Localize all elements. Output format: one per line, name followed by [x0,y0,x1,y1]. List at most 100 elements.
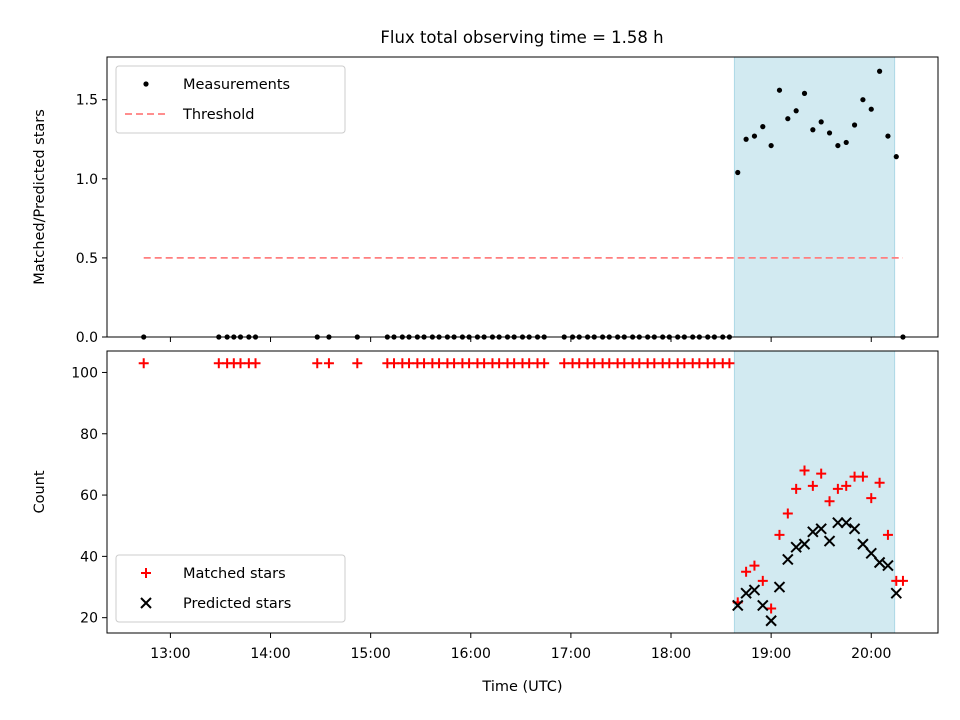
legend-box [115,554,346,623]
matched-star-marker [479,358,490,369]
axes-frame [106,56,939,338]
predicted-star-marker [848,523,861,535]
matched-star-marker [494,358,505,369]
matched-star-marker [816,468,827,479]
measurement-point [793,108,799,114]
predicted-star-marker [748,584,761,596]
y-tick-label: 80 [80,427,98,443]
legend-label: Matched stars [183,566,286,582]
measurement-point [751,133,758,139]
chart-title: Flux total observing time = 1.58 h [380,28,663,47]
matched-star-marker [619,358,630,369]
predicted-star-marker [790,541,802,553]
measurement-point [893,154,899,160]
ratio-panel: 0.0 0.5 1.0 1.5 Matched/Predicted stars Measu… [32,56,939,346]
predicted-star-marker [757,599,769,612]
matched-star-marker [866,493,877,504]
matched-star-marker [799,465,810,476]
measurement-point [735,169,741,176]
matched-star-marker [766,603,777,614]
y-tick-label: 1.0 [76,172,98,188]
x-tick-label: 17:00 [551,646,591,662]
measurement-point [843,139,849,146]
predicted-star-marker [857,538,869,550]
legend: Matched stars Predicted stars [115,554,346,623]
matched-star-marker [741,566,752,577]
matched-star-marker [235,358,246,369]
legend-label: Predicted stars [183,596,291,612]
matched-star-marker [724,358,735,369]
matched-star-marker [849,471,860,482]
legend-predicted-marker [140,597,152,609]
matched-star-marker [634,358,645,369]
predicted-star-marker [865,547,877,560]
measurement-point [743,136,749,142]
matched-star-marker [757,575,768,586]
matched-star-marker [664,358,675,369]
predicted-star-marker [873,556,886,569]
matched-star-marker [807,480,818,491]
legend-measurement-marker [143,81,149,87]
x-tick-label: 13:00 [150,646,190,662]
predicted-star-marker [815,523,827,535]
predicted-star-marker [832,516,844,529]
measurement-point [876,68,883,74]
matched-star-marker [250,358,261,369]
y-tick-label: 20 [80,611,98,627]
matched-star-marker [774,529,785,540]
matched-star-marker [539,358,550,369]
predicted-star-marker [740,587,752,599]
matched-star-marker [749,560,760,571]
predicted-star-marker [882,559,894,572]
x-tick-label: 19:00 [751,646,791,662]
legend-label: Threshold [182,107,254,123]
matched-star-marker [404,358,415,369]
predicted-star-marker [732,599,744,612]
measurement-point [776,87,783,93]
y-tick-label: 100 [71,365,98,381]
matched-star-marker [419,358,430,369]
matched-star-marker [464,358,475,369]
matched-star-marker [897,575,908,586]
measurement-point [868,106,874,112]
x-tick-label: 14:00 [250,646,290,662]
measurement-point [885,133,891,139]
axes-frame [106,350,939,634]
legend-label: Measurements [183,77,290,93]
measurement-point [818,119,824,125]
measurement-point [760,124,766,130]
y-tick-label: 0.0 [76,330,98,346]
x-tick-label: 15:00 [350,646,390,662]
matched-star-marker [791,483,802,494]
matched-star-marker [434,358,445,369]
x-tick-label: 16:00 [451,646,491,662]
matched-star-marker [649,358,660,369]
measurement-point [785,116,791,122]
y-tick-label: 40 [80,549,98,565]
matched-star-marker [138,358,149,369]
y-tick-label: 60 [80,488,98,504]
matched-star-marker [509,358,520,369]
y-tick-label: 0.5 [76,251,98,267]
y-axis-label: Count [32,470,48,513]
matched-star-marker [782,508,793,519]
legend: Measurements Threshold [115,65,346,134]
x-tick-label: 20:00 [851,646,891,662]
matched-star-marker [824,496,835,507]
measurement-point [860,97,866,103]
matched-star-marker [559,358,570,369]
predicted-star-marker [782,553,794,566]
measurement-point [835,142,841,149]
y-axis-label: Matched/Predicted stars [32,109,48,285]
legend-box [115,65,346,134]
observing-window-shade [733,350,896,634]
measurement-point [768,142,774,149]
matched-star-marker [694,358,705,369]
matched-star-marker [449,358,460,369]
matched-star-marker [524,358,535,369]
matched-star-marker [841,480,852,491]
predicted-star-marker [807,526,819,538]
predicted-star-marker [840,516,852,529]
predicted-star-marker [798,538,811,550]
